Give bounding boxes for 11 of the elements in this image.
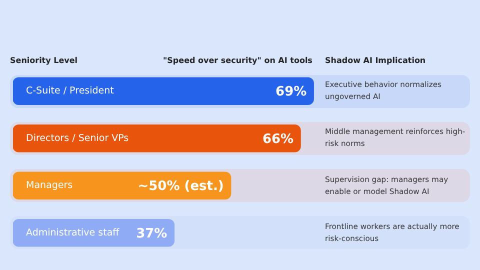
data-label: 37% bbox=[136, 226, 168, 242]
y-tick-label: Directors / Senior VPs bbox=[26, 132, 129, 144]
y-axis-title: Seniority Level bbox=[10, 56, 78, 65]
y-tick-label: C-Suite / President bbox=[26, 86, 114, 97]
y-tick-label: Managers bbox=[26, 180, 73, 192]
data-label: ~50% (est.) bbox=[138, 179, 224, 194]
data-label: 69% bbox=[276, 84, 307, 100]
chart-title: "Speed over security" on AI tools bbox=[163, 56, 312, 65]
data-label: 66% bbox=[262, 132, 294, 147]
y-tick-label: Administrative staff bbox=[26, 227, 120, 238]
text: Shadow AI Implication bbox=[325, 56, 426, 65]
